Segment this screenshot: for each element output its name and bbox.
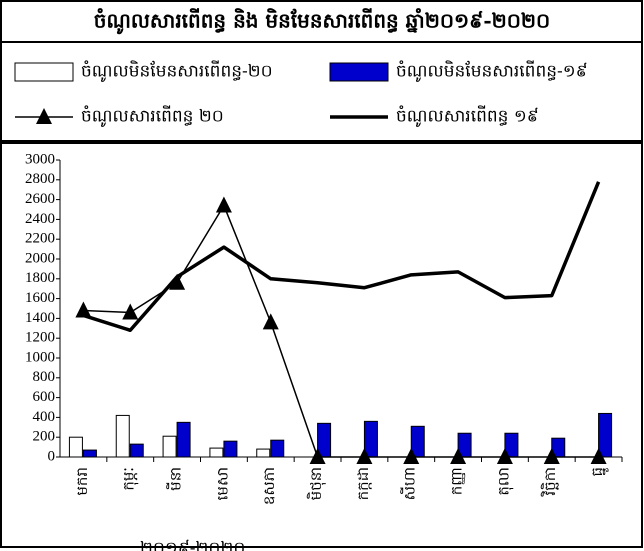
x-tick-label: ធ្នូ bbox=[590, 467, 609, 477]
y-tick-label: 2000 bbox=[25, 250, 55, 266]
marker bbox=[215, 196, 232, 213]
bar bbox=[256, 448, 271, 458]
y-tick-label: 2200 bbox=[25, 231, 55, 247]
legend-swatch bbox=[329, 62, 389, 82]
legend-label: ចំណូលសារពើពន្ធ ២០ bbox=[81, 105, 224, 128]
marker bbox=[403, 448, 420, 464]
marker bbox=[496, 448, 513, 464]
y-tick-label: 2600 bbox=[25, 191, 55, 207]
marker bbox=[590, 448, 607, 464]
footer: ២០១៩-២០២០ bbox=[140, 539, 245, 551]
y-tick-label: 200 bbox=[33, 429, 56, 445]
bar bbox=[209, 447, 224, 458]
legend-marker bbox=[36, 108, 52, 124]
marker bbox=[543, 448, 560, 464]
bar bbox=[176, 421, 191, 458]
legend-label: ចំណូលសារពើពន្ធ ១៩ bbox=[396, 105, 539, 128]
marker bbox=[356, 448, 373, 464]
y-tick-label: 600 bbox=[33, 389, 56, 405]
legend-label: ចំណូលមិនមែនសារពើពន្ធ-២០ bbox=[81, 60, 273, 83]
bar bbox=[598, 412, 613, 458]
bar bbox=[82, 449, 97, 458]
legend-label: ចំណូលមិនមែនសារពើពន្ធ-១៩ bbox=[396, 60, 588, 83]
x-tick-label: មិថុនា bbox=[306, 467, 326, 500]
x-tick-label: មករា bbox=[75, 467, 91, 496]
y-tick-label: 400 bbox=[33, 409, 56, 425]
x-tick-label: មីនា bbox=[166, 467, 185, 491]
y-tick-label: 1000 bbox=[25, 349, 55, 365]
x-tick-label: តុលា bbox=[496, 467, 513, 496]
y-tick-label: 2400 bbox=[25, 211, 55, 227]
y-tick-label: 800 bbox=[33, 369, 56, 385]
y-tick-label: 1400 bbox=[25, 310, 55, 326]
plot-box bbox=[0, 142, 643, 548]
bar bbox=[115, 414, 130, 458]
bar bbox=[68, 436, 83, 458]
chart-title: ចំណូលសារពើពន្ធ និង មិនមែនសារពើពន្ធ ឆ្នាំ… bbox=[94, 8, 550, 35]
bar bbox=[162, 435, 177, 458]
x-tick-label: កញ្ញា bbox=[450, 467, 466, 495]
x-tick-label: មេសា bbox=[215, 467, 231, 500]
x-tick-label: វិច្ឆិកា bbox=[540, 467, 559, 497]
marker bbox=[450, 448, 467, 464]
marker bbox=[262, 313, 279, 330]
y-tick-label: 1800 bbox=[25, 270, 55, 286]
y-tick-label: 0 bbox=[48, 448, 56, 464]
bar bbox=[223, 440, 238, 458]
marker bbox=[122, 303, 139, 320]
y-tick-label: 1200 bbox=[25, 330, 55, 346]
legend-box bbox=[0, 41, 643, 142]
bar bbox=[270, 439, 285, 458]
bar bbox=[363, 420, 378, 458]
marker bbox=[75, 301, 92, 318]
x-tick-label: កក្កដា bbox=[356, 467, 372, 500]
x-tick-label: សីហា bbox=[400, 467, 419, 500]
y-tick-label: 2800 bbox=[25, 171, 55, 187]
bar bbox=[129, 443, 144, 458]
marker bbox=[169, 273, 186, 290]
y-tick-label: 3000 bbox=[25, 151, 55, 167]
x-tick-label: កុម្ភៈ bbox=[122, 467, 139, 491]
y-tick-label: 1600 bbox=[25, 290, 55, 306]
title-box bbox=[0, 0, 643, 43]
legend-swatch bbox=[14, 62, 74, 82]
line bbox=[82, 181, 601, 333]
x-tick-label: ឧសភា bbox=[262, 467, 278, 505]
marker bbox=[309, 448, 326, 464]
